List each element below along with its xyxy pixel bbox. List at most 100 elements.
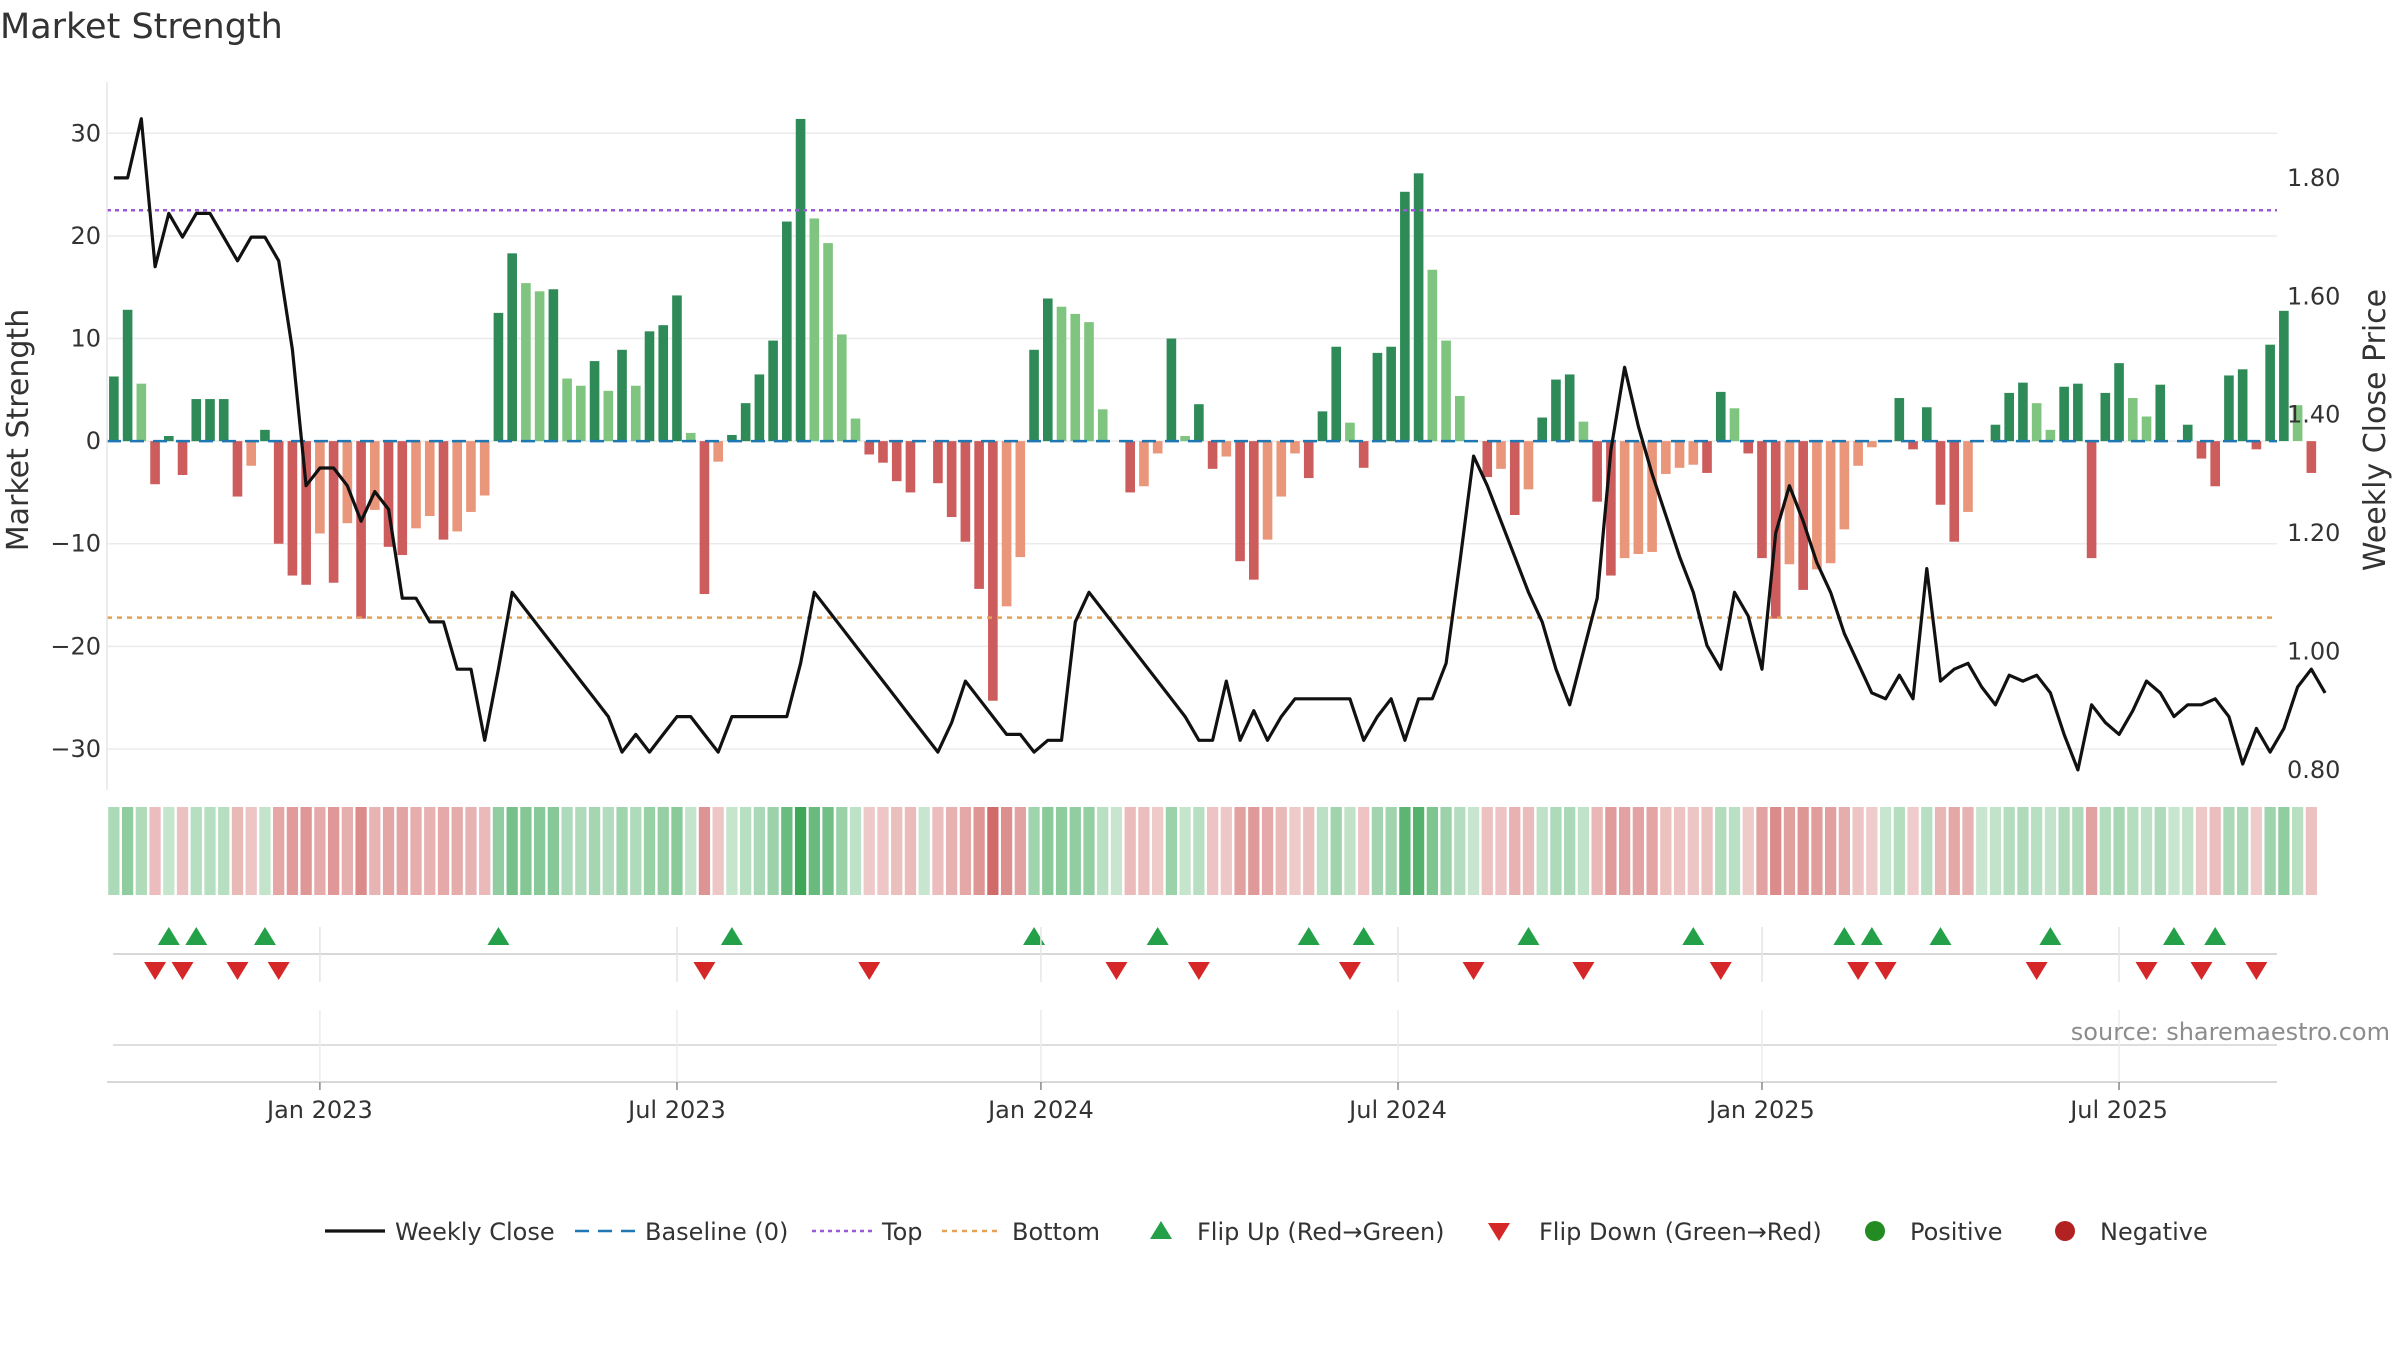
legend-label-positive: Positive: [1910, 1218, 2003, 1246]
strength-bar: [424, 441, 435, 517]
strength-strip-cell: [2017, 807, 2029, 895]
strength-strip-cell: [2264, 807, 2276, 895]
strength-strip-cell: [1000, 807, 1013, 895]
weekly-close-line: [113, 117, 2327, 772]
strength-strip-cell: [1770, 807, 1782, 895]
strength-bar: [768, 340, 778, 442]
strength-strip-cell: [176, 807, 189, 895]
strength-strip-cell: [1509, 807, 1521, 895]
strength-bar: [136, 383, 147, 442]
strength-strip-cell: [1412, 807, 1425, 895]
strength-strip-cell: [465, 807, 477, 895]
strength-bar: [740, 403, 751, 442]
strength-strip-cell: [1330, 807, 1342, 895]
strength-bar: [836, 334, 847, 442]
flip-up-marker: [1833, 927, 1856, 945]
strength-strip-cell: [2003, 807, 2015, 895]
strength-strip-cell: [1673, 807, 1686, 895]
strength-bar: [2279, 310, 2289, 442]
legend-negative-swatch: [2055, 1221, 2075, 1241]
strength-bar: [122, 309, 133, 442]
flip-up-marker: [2162, 927, 2185, 945]
strength-strip-cell: [300, 807, 312, 895]
strength-strip-cell: [341, 807, 353, 895]
strength-strip-cell: [1564, 807, 1576, 895]
flip-down-marker: [171, 962, 194, 980]
strength-bar: [1935, 441, 1946, 505]
strength-bar: [479, 441, 490, 496]
strength-strip-cell: [2031, 807, 2043, 895]
strength-strip-cell: [987, 807, 999, 895]
strength-strip-cell: [1632, 807, 1644, 895]
strength-strip-cell: [794, 807, 807, 895]
strength-strip-cell: [1605, 807, 1617, 895]
legend-flip-up-swatch: [1150, 1221, 1172, 1239]
flip-up-marker: [1023, 927, 1046, 945]
flip-up-marker: [1860, 927, 1883, 945]
flip-up-marker: [1517, 927, 1540, 945]
strength-bar: [1921, 407, 1932, 442]
price-line-layer: [113, 117, 2327, 772]
strength-strip-cell: [1179, 807, 1191, 895]
strength-bar: [1290, 441, 1300, 454]
strength-strip-cell: [1193, 807, 1205, 895]
strength-bar: [1509, 441, 1520, 516]
strength-strip-cell: [437, 807, 450, 895]
strength-strip-cell: [1577, 807, 1590, 895]
y-left-tick-label: −30: [50, 735, 101, 763]
strength-strip-cell: [643, 807, 656, 895]
strength-strip-cell: [1948, 807, 1960, 895]
strength-bar: [2251, 441, 2262, 450]
strength-bar: [342, 441, 353, 524]
strength-strip-cell: [273, 807, 285, 895]
strength-bar: [1592, 441, 1602, 502]
chart-title: Market Strength: [0, 7, 283, 47]
strength-bar: [630, 385, 641, 442]
strength-strip-cell: [2072, 807, 2084, 895]
strength-bar: [1386, 346, 1396, 442]
strength-strip-cell: [1907, 807, 1919, 895]
strength-strip-cell: [1303, 807, 1315, 895]
strength-strip-cell: [424, 807, 436, 895]
strength-bar: [1496, 441, 1506, 469]
strength-bar: [1056, 306, 1067, 442]
y-axis-right-title: Weekly Close Price: [2358, 289, 2393, 571]
strength-strip-cell: [836, 807, 848, 895]
strength-bar: [850, 418, 861, 442]
strength-strip-cell: [1152, 807, 1164, 895]
strength-strip-cell: [1591, 807, 1603, 895]
strength-strip-cell: [1893, 807, 1905, 895]
strength-strip-cell: [1467, 807, 1480, 895]
strength-bar: [974, 441, 984, 589]
strength-bar: [1029, 349, 1039, 442]
legend-label-baseline: Baseline (0): [645, 1218, 788, 1246]
strength-strip-cell: [149, 807, 161, 895]
axes: 30 20 10 0 −10 −20 −30 1.80 1.60 1.40 1.20 1.00 0.80: [50, 82, 2340, 790]
strength-bar: [2059, 386, 2069, 442]
strength-strip-cell: [396, 807, 408, 895]
flip-down-marker: [1462, 962, 1485, 980]
strength-bar: [1482, 441, 1493, 478]
strength-strip-cell: [1042, 807, 1054, 895]
strength-strip-cell: [1783, 807, 1796, 895]
flip-down-marker: [2245, 962, 2268, 980]
strength-bar: [782, 221, 792, 442]
strength-bar: [644, 331, 655, 442]
strength-strip-cell: [1687, 807, 1699, 895]
strength-strip-cell: [932, 807, 944, 895]
strength-bar: [1001, 441, 1012, 607]
strength-strip-cell: [1440, 807, 1452, 895]
strength-strip-cell: [767, 807, 779, 895]
strength-bar: [699, 441, 710, 595]
strength-strip-cell: [1742, 807, 1754, 895]
strength-bar: [1317, 411, 1328, 442]
strength-strip-cell: [355, 807, 367, 895]
strength-bar: [218, 399, 229, 442]
strength-strip-cell: [2044, 807, 2057, 895]
strength-bar: [109, 376, 119, 442]
strength-bar: [685, 432, 696, 442]
strength-strip-cell: [1138, 807, 1150, 895]
flip-down-marker: [1709, 962, 1732, 980]
flip-markers: [113, 927, 2277, 1046]
strength-bar: [727, 434, 737, 442]
